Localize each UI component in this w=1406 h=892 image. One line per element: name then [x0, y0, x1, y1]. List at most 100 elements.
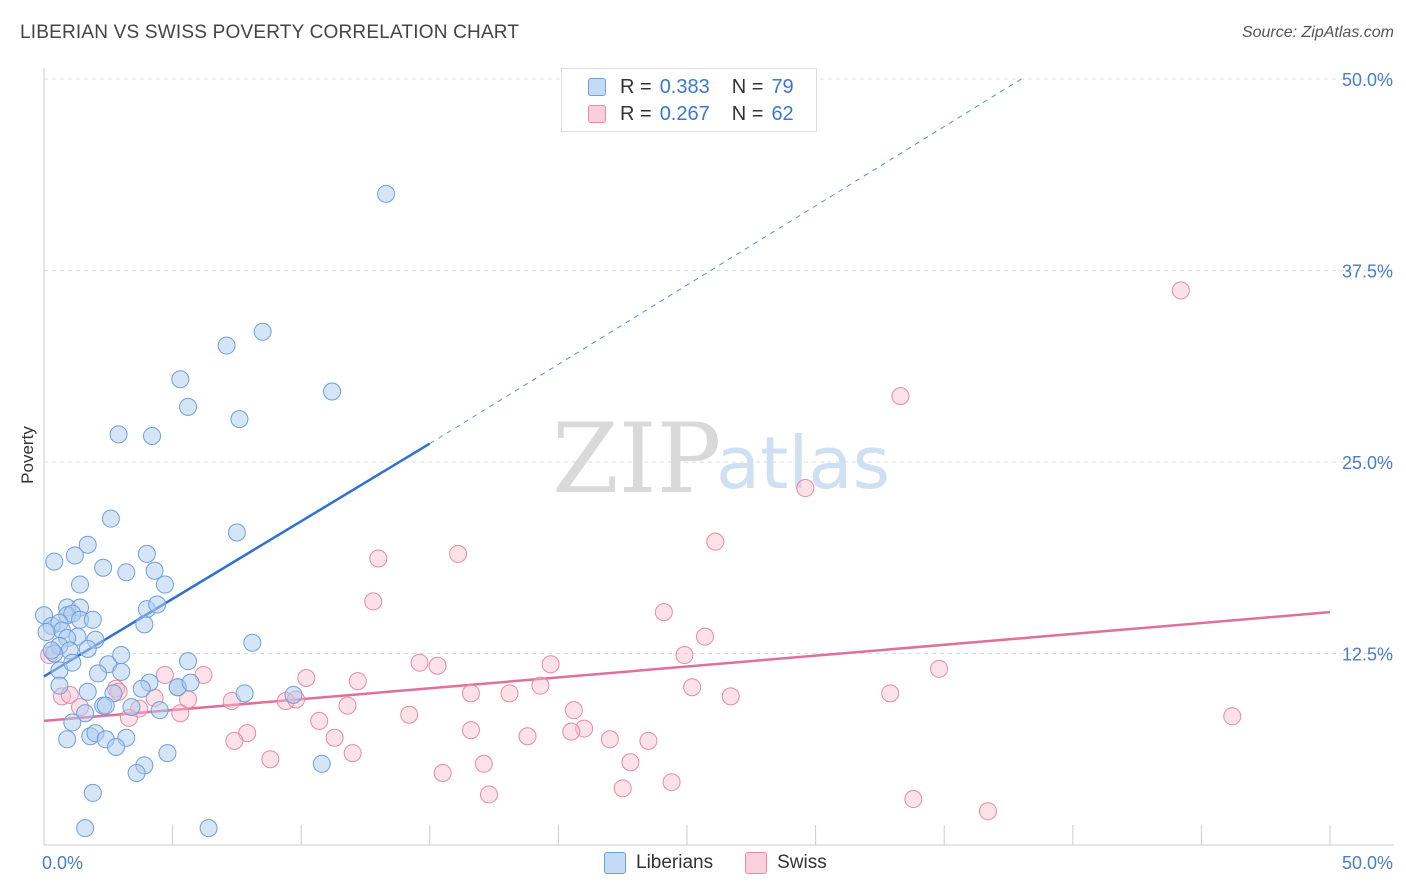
watermark-zip: ZIP	[552, 403, 721, 515]
y-tick-label: 25.0%	[1342, 453, 1393, 473]
liberians-point	[78, 682, 97, 701]
swiss-point	[310, 711, 329, 730]
swiss-point	[325, 728, 344, 747]
swiss-point	[461, 684, 480, 703]
liberians-point	[109, 425, 128, 444]
liberians-point	[107, 737, 126, 756]
swiss-point	[297, 669, 316, 688]
legend-item-liberians: Liberians	[604, 852, 713, 874]
swiss-point	[721, 687, 740, 706]
swiss-point	[1223, 707, 1242, 726]
liberians-point	[63, 713, 82, 732]
legend-item-swiss: Swiss	[745, 852, 827, 874]
legend-n-label: N =	[731, 102, 764, 125]
liberians-point	[230, 410, 249, 429]
source-label: Source: ZipAtlas.com	[1241, 24, 1394, 41]
liberians-point	[37, 623, 56, 642]
swiss-point	[400, 705, 419, 724]
liberians-point	[50, 676, 69, 695]
trend-lines	[43, 78, 1331, 723]
liberians-point	[117, 563, 136, 582]
liberians-point	[127, 763, 146, 782]
liberians-legend-swatch	[604, 852, 626, 874]
liberians-trend-line	[43, 442, 431, 678]
liberians-swatch	[588, 78, 606, 96]
legend-r-value: 0.267	[659, 102, 710, 125]
liberians-point	[89, 664, 108, 683]
swiss-point	[433, 763, 452, 782]
liberians-point	[155, 575, 174, 594]
swiss-point	[796, 479, 815, 498]
swiss-point	[428, 656, 447, 675]
liberians-point	[199, 819, 218, 838]
liberians-point	[235, 684, 254, 703]
swiss-point	[639, 731, 658, 750]
swiss-point	[500, 684, 519, 703]
swiss-point	[348, 672, 367, 691]
liberians-point	[181, 673, 200, 692]
swiss-point	[171, 704, 190, 723]
liberians-point	[96, 696, 115, 715]
liberians-point	[253, 322, 272, 341]
swiss-point	[613, 779, 632, 798]
legend-label-swiss: Swiss	[777, 852, 827, 873]
liberians-point	[83, 610, 102, 629]
swiss-point	[225, 731, 244, 750]
liberians-point	[227, 523, 246, 542]
liberians-point	[71, 575, 90, 594]
correlation-legend: R = 0.383 N = 79 R = 0.267 N = 62	[561, 68, 817, 132]
legend-r-label: R =	[620, 102, 652, 125]
liberians-point	[143, 426, 162, 445]
swiss-point	[881, 684, 900, 703]
liberians-point	[42, 641, 61, 660]
swiss-point	[562, 722, 581, 741]
x-tick-label: 0.0%	[42, 853, 83, 873]
data-points	[35, 184, 1242, 838]
legend-n-value: 62	[771, 102, 794, 125]
liberians-point	[171, 370, 190, 389]
liberians-point	[150, 701, 169, 720]
liberians-point	[63, 653, 82, 672]
swiss-point	[461, 721, 480, 740]
legend-n-value: 79	[771, 75, 794, 98]
swiss-point	[518, 727, 537, 746]
liberians-point	[323, 382, 342, 401]
x-tick-label: 50.0%	[1342, 853, 1393, 873]
liberians-point	[78, 639, 97, 658]
liberians-point	[312, 754, 331, 773]
swiss-point	[891, 387, 910, 406]
swiss-point	[369, 549, 388, 568]
liberians-point	[45, 552, 64, 571]
liberians-point	[83, 783, 102, 802]
liberians-point	[135, 615, 154, 634]
swiss-point	[449, 544, 468, 563]
swiss-trend-line	[43, 610, 1331, 723]
swiss-point	[706, 532, 725, 551]
liberians-point	[284, 685, 303, 704]
y-tick-label: 50.0%	[1342, 70, 1393, 90]
liberians-point	[243, 633, 262, 652]
swiss-legend-swatch	[745, 852, 768, 874]
y-tick-label: 12.5%	[1342, 645, 1393, 665]
swiss-point	[600, 730, 619, 749]
swiss-point	[531, 676, 550, 695]
swiss-point	[662, 773, 681, 792]
liberians-point	[148, 595, 167, 614]
legend-row-liberians: R = 0.383 N = 79	[588, 74, 794, 100]
legend-n-label: N =	[731, 75, 764, 98]
liberians-point	[76, 819, 95, 838]
swiss-point	[338, 696, 357, 715]
swiss-point	[696, 627, 715, 646]
chart-title: LIBERIAN VS SWISS POVERTY CORRELATION CH…	[20, 22, 520, 43]
liberians-point	[158, 744, 177, 763]
legend-label-liberians: Liberians	[636, 852, 714, 873]
liberians-point	[58, 730, 77, 749]
liberians-point	[377, 184, 396, 203]
axes	[43, 68, 1394, 846]
liberians-point	[112, 646, 131, 665]
liberians-point	[179, 397, 198, 416]
liberians-point	[101, 509, 120, 528]
liberians-point	[94, 558, 113, 577]
legend-r-value: 0.383	[659, 75, 710, 98]
